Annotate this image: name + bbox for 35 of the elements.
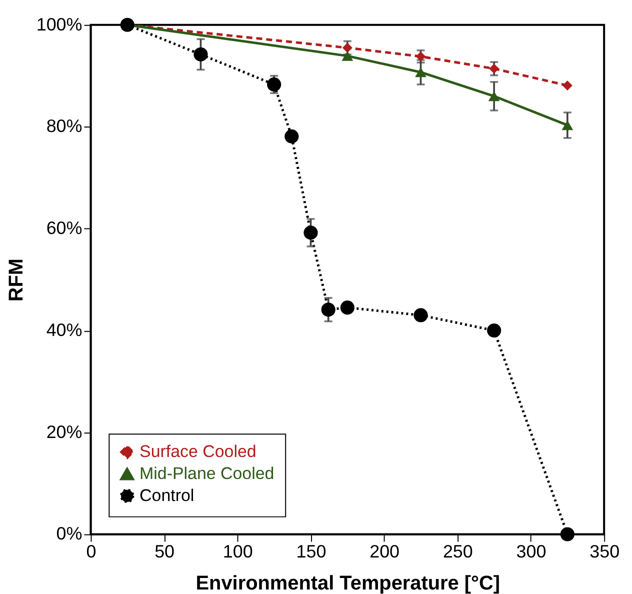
point xyxy=(414,308,428,322)
y-tick-label: 100% xyxy=(36,14,82,34)
x-tick-label: 300 xyxy=(516,542,546,562)
point xyxy=(321,302,336,317)
legend-label: Surface Cooled xyxy=(140,442,256,461)
point xyxy=(488,91,500,102)
legend-label: Control xyxy=(140,486,194,505)
point xyxy=(304,226,318,240)
point xyxy=(267,77,282,92)
y-axis-title: RFM xyxy=(5,258,28,302)
point xyxy=(342,51,354,61)
x-tick-label: 0 xyxy=(86,542,96,562)
x-axis-title: Environmental Temperature [°C] xyxy=(196,572,500,594)
y-tick-label: 20% xyxy=(46,422,82,442)
point xyxy=(415,67,426,78)
point xyxy=(284,129,299,144)
point xyxy=(340,300,354,315)
x-tick-label: 50 xyxy=(154,542,175,562)
x-tick-label: 200 xyxy=(370,542,400,562)
x-tick-label: 350 xyxy=(590,542,620,562)
legend-label: Mid-Plane Cooled xyxy=(140,464,274,483)
point xyxy=(562,120,574,130)
x-tick-label: 100 xyxy=(222,542,253,562)
point xyxy=(342,42,352,53)
point xyxy=(562,80,572,90)
x-tick-label: 150 xyxy=(296,542,326,562)
y-tick-label: 80% xyxy=(46,116,82,136)
point xyxy=(487,323,502,338)
point xyxy=(489,64,500,74)
y-tick-label: 0% xyxy=(56,524,82,544)
point xyxy=(194,47,208,62)
y-tick-label: 60% xyxy=(46,218,82,238)
point xyxy=(560,527,574,542)
x-tick-label: 250 xyxy=(442,542,473,562)
y-tick-label: 40% xyxy=(46,320,82,340)
